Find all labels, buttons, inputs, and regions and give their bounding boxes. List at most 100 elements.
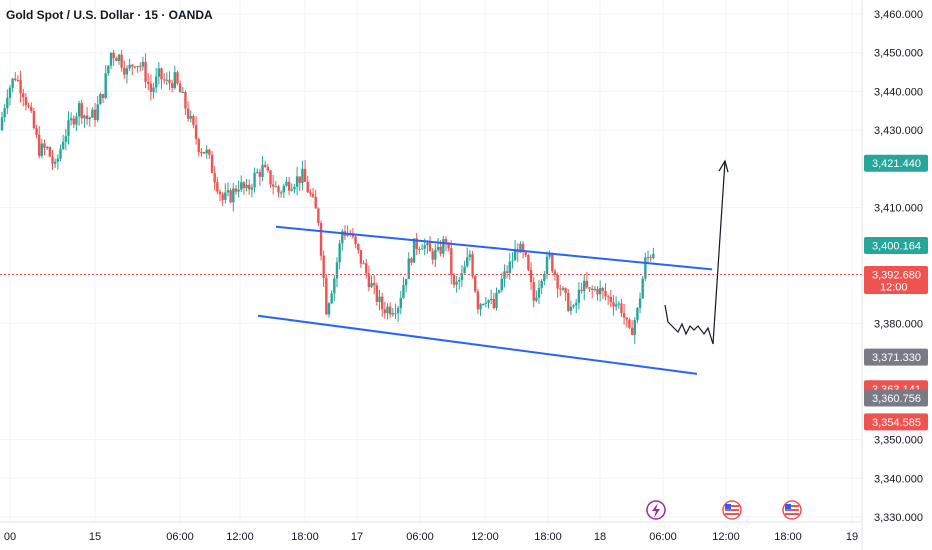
candle-body — [359, 249, 363, 264]
channel-upper-line[interactable] — [275, 225, 713, 271]
candle-body — [567, 293, 570, 311]
candle-body — [410, 258, 413, 263]
candle-body — [396, 308, 400, 314]
candle-body — [147, 81, 150, 84]
candle-body — [107, 65, 110, 74]
candle-body — [123, 67, 126, 75]
candle-body — [144, 61, 147, 82]
candle-body — [303, 168, 307, 182]
candle-body — [128, 64, 131, 69]
candle-body — [277, 186, 280, 193]
candle-body — [99, 94, 102, 105]
candle-body — [620, 303, 623, 314]
candle-body — [612, 302, 615, 307]
candle-body — [237, 189, 240, 192]
candle-body — [248, 184, 251, 190]
candle-body — [380, 296, 384, 310]
candle-body — [0, 117, 4, 131]
candle-body — [458, 280, 461, 282]
candle-body — [279, 192, 283, 194]
candle-body — [48, 147, 52, 157]
x-tick-label: 12:00 — [712, 531, 740, 543]
candle-body — [285, 181, 288, 186]
grid — [0, 0, 862, 522]
event-markers — [646, 500, 802, 520]
candle-body — [641, 278, 644, 299]
candle-body — [540, 280, 543, 288]
candle-body — [194, 124, 198, 140]
channel-lower-line[interactable] — [257, 314, 698, 375]
y-tick-label: 3,440.000 — [874, 86, 923, 98]
candle-body — [489, 298, 493, 301]
candle-body — [370, 283, 373, 288]
candle-body — [354, 236, 357, 244]
candle-body — [72, 118, 75, 125]
projection-path[interactable] — [664, 160, 726, 345]
candle-body — [372, 283, 376, 286]
candle-body — [559, 288, 562, 290]
candle-body — [269, 170, 272, 185]
candle-body — [133, 66, 137, 68]
us-flag-icon[interactable] — [722, 500, 742, 520]
candle-body — [325, 277, 328, 315]
time-axis[interactable]: 00 15 06:00 12:00 18:00 17 06:00 12:00 18:00 18 06… — [4, 531, 858, 543]
candle-body — [365, 263, 368, 274]
candle-body — [628, 319, 631, 328]
candle-body — [532, 282, 535, 301]
candle-body — [327, 303, 331, 315]
candle-body — [436, 246, 440, 250]
candle-body — [115, 58, 118, 61]
candle-body — [585, 280, 589, 288]
candle-body — [484, 302, 488, 305]
candle-body — [96, 104, 99, 120]
candle-body — [53, 161, 57, 164]
candle-body — [160, 68, 163, 80]
candle-body — [604, 290, 607, 297]
candle-body — [545, 256, 549, 274]
candle-body — [351, 234, 355, 237]
candle-body — [556, 274, 559, 289]
candle-body — [112, 52, 115, 59]
candle-body — [200, 151, 203, 153]
candle-body — [117, 54, 121, 61]
candle-body — [232, 188, 235, 203]
candle-body — [583, 280, 586, 292]
price-label-text: 3,360.756 — [872, 393, 921, 405]
candle-body — [471, 254, 474, 277]
candle-body — [141, 61, 145, 67]
candle-body — [644, 257, 647, 279]
candle-body — [43, 143, 46, 148]
candle-body — [617, 303, 620, 305]
candle-body — [16, 80, 20, 82]
candle-body — [383, 309, 387, 314]
x-tick-label: 15 — [89, 531, 101, 543]
candle-body — [460, 273, 464, 281]
candle-body — [56, 158, 60, 162]
candle-body — [346, 233, 349, 236]
candle-body — [447, 242, 450, 249]
candle-body — [67, 120, 70, 137]
candle-body — [649, 257, 652, 259]
candle-body — [590, 288, 594, 291]
candle-body — [362, 263, 365, 265]
candle-body — [431, 251, 434, 260]
candle-body — [455, 281, 458, 285]
price-axis[interactable]: 3,460.000 3,450.000 3,440.000 3,430.000 3,41… — [874, 9, 923, 524]
x-tick-label: 18 — [594, 531, 606, 543]
candle-body — [588, 287, 591, 289]
candle-body — [487, 300, 490, 303]
candle-body — [205, 149, 208, 154]
candle-body — [322, 255, 325, 278]
candle-body — [412, 238, 416, 263]
candle-body — [609, 296, 613, 303]
x-tick-label: 19 — [846, 531, 858, 543]
candle-body — [466, 257, 469, 267]
candle-body — [35, 128, 38, 135]
x-tick-label: 06:00 — [649, 531, 677, 543]
candle-body — [630, 327, 634, 335]
candle-body — [38, 134, 41, 156]
candle-body — [330, 293, 333, 304]
us-flag-icon[interactable] — [782, 500, 802, 520]
